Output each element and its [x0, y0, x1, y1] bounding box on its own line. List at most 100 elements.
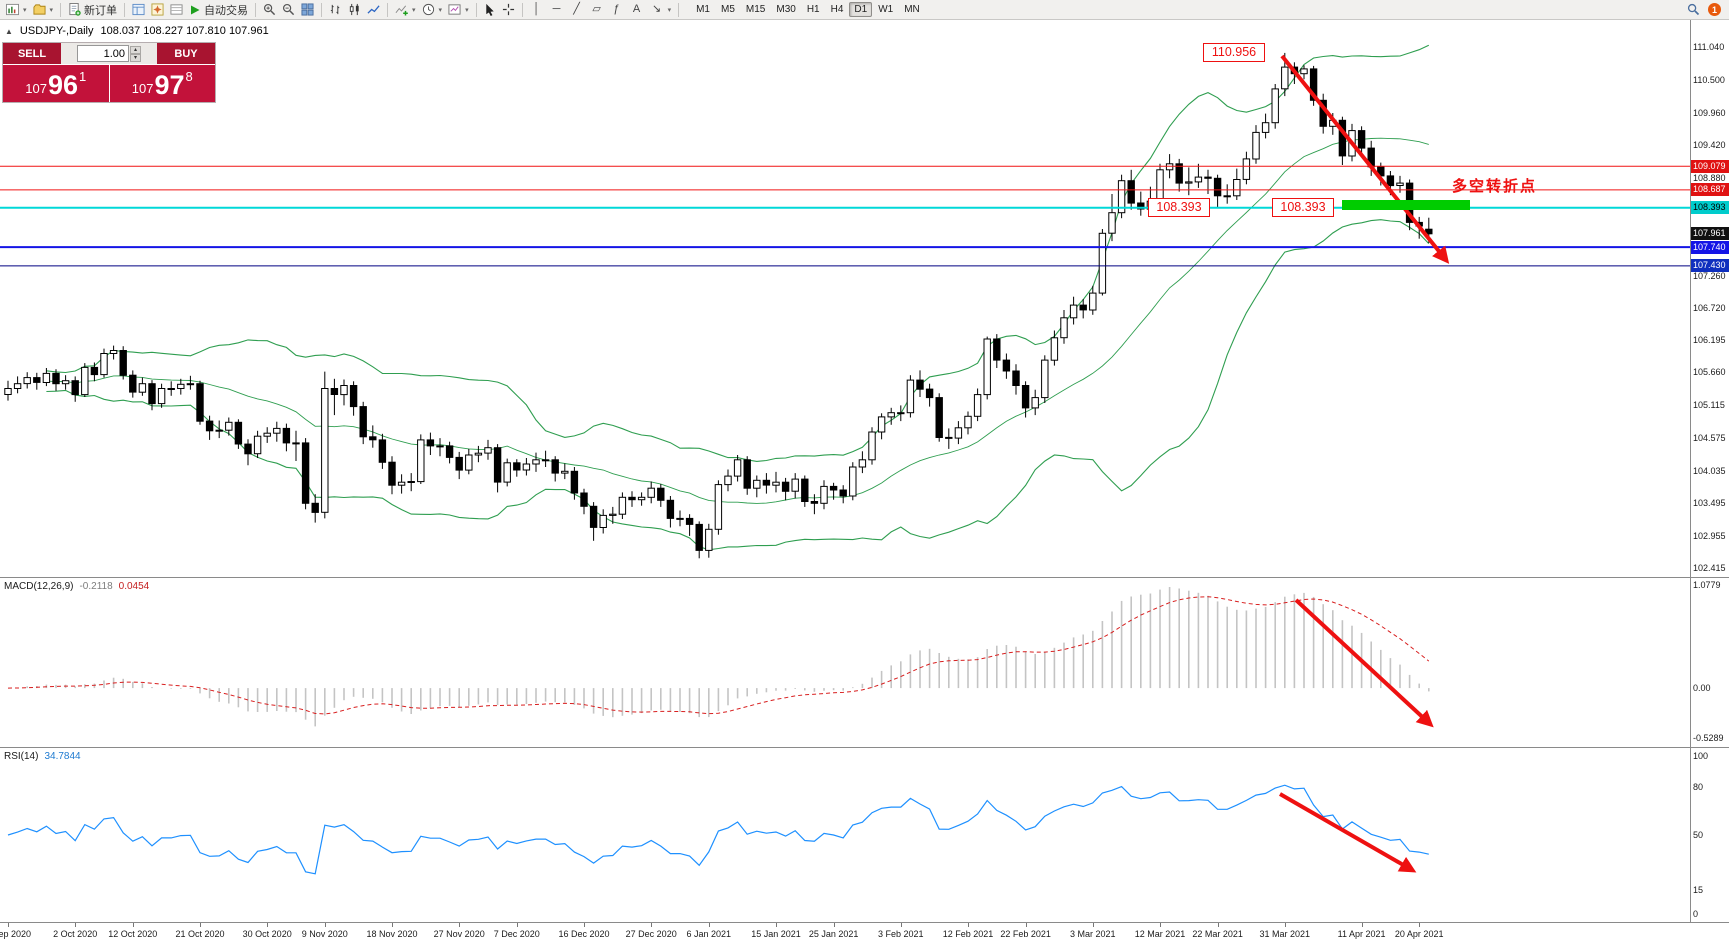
candlestick-chart-icon	[348, 3, 361, 16]
line-chart-button[interactable]	[364, 1, 383, 19]
volume-decrease-button[interactable]: ▾	[130, 53, 141, 62]
templates-icon	[448, 3, 461, 16]
ask-pipette: 8	[185, 69, 193, 84]
time-axis-tick	[392, 923, 393, 927]
navigator-compass-icon	[151, 3, 164, 16]
macd-panel-canvas[interactable]	[0, 578, 1690, 747]
timeframe-button-m15[interactable]: M15	[745, 4, 766, 15]
autotrade-button[interactable]: 自动交易	[186, 1, 251, 19]
bid-pipette: 1	[79, 69, 87, 84]
trendline-tool[interactable]: ╱	[567, 1, 587, 19]
notification-badge[interactable]: 1	[1708, 3, 1721, 16]
timeframe-toolbar: M1 M5 M15 M30 H1 H4 D1 W1 MN	[691, 2, 925, 17]
dropdown-caret-icon: ▾	[667, 6, 672, 14]
terminal-button[interactable]	[167, 1, 186, 19]
timeframe-button-w1[interactable]: W1	[878, 4, 894, 15]
timeframe-button-m5[interactable]: M5	[721, 4, 735, 15]
axis-grid-label: 107.260	[1693, 270, 1726, 281]
time-axis-label: 3 Sep 2020	[0, 929, 32, 939]
turning-point-note[interactable]: 多空转折点	[1452, 178, 1538, 195]
dropdown-caret-icon: ▾	[49, 6, 54, 14]
market-watch-button[interactable]	[129, 1, 148, 19]
timeframe-button-m30[interactable]: M30	[776, 4, 796, 15]
macd-name: MACD(12,26,9)	[4, 581, 74, 592]
timeframe-button-m1[interactable]: M1	[696, 4, 710, 15]
timeframe-button-h1[interactable]: H1	[806, 4, 820, 15]
ask-price[interactable]: 107 97 8	[109, 65, 215, 102]
macd-main-value: -0.2118	[79, 581, 113, 592]
panel-divider[interactable]	[0, 747, 1729, 748]
time-axis-tick	[968, 923, 969, 927]
cursor-button[interactable]	[481, 1, 499, 19]
text-tool[interactable]: A	[627, 1, 647, 19]
fibonacci-tool[interactable]: ƒ	[607, 1, 627, 19]
indicators-icon	[395, 3, 408, 16]
arrows-tool[interactable]: ↘ ▾	[647, 1, 675, 19]
macd-axis[interactable]: 1.0779 0.00 -0.5289	[1690, 578, 1729, 747]
buy-button[interactable]: BUY	[157, 43, 215, 64]
timeframe-button-d1[interactable]: D1	[849, 2, 873, 17]
search-button[interactable]	[1684, 1, 1703, 19]
symbol-period-label: USDJPY-,Daily	[19, 25, 94, 37]
volume-input[interactable]	[77, 45, 129, 62]
time-axis-label: 27 Dec 2020	[625, 929, 677, 939]
level-price-annotation-left[interactable]: 108.393	[1148, 198, 1210, 217]
channel-icon: ▱	[592, 3, 601, 15]
panel-divider[interactable]	[0, 577, 1729, 578]
new-order-button[interactable]: 新订单	[65, 1, 120, 19]
axis-grid-label: 104.575	[1693, 432, 1726, 443]
oneclick-collapse-arrow[interactable]: ▲	[5, 26, 13, 36]
timeframe-button-mn[interactable]: MN	[904, 4, 920, 15]
zoom-out-button[interactable]	[279, 1, 298, 19]
axis-grid-label: 103.495	[1693, 498, 1726, 509]
axis-grid-label: 1.0779	[1693, 580, 1721, 591]
volume-spinner: ▴ ▾	[130, 45, 141, 62]
level-price-annotation-right[interactable]: 108.393	[1272, 198, 1334, 217]
timeframe-button-h4[interactable]: H4	[830, 4, 844, 15]
main-chart-canvas[interactable]	[0, 20, 1690, 577]
price-tag-label: 108.393	[1691, 201, 1729, 215]
crosshair-icon	[502, 3, 515, 16]
time-axis-tick	[1361, 923, 1363, 927]
time-axis-label: 15 Jan 2021	[751, 929, 801, 939]
time-axis[interactable]: 3 Sep 2020 2 Oct 2020 12 Oct 2020 21 Oct 20…	[0, 923, 1729, 945]
sell-button[interactable]: SELL	[3, 43, 61, 64]
time-axis-label: 22 Feb 2021	[1000, 929, 1051, 939]
tile-windows-button[interactable]	[298, 1, 317, 19]
time-axis-label: 21 Oct 2020	[175, 929, 225, 939]
axis-grid-label: 100	[1693, 750, 1709, 761]
profiles-folder-icon	[32, 3, 46, 16]
time-axis-tick	[1092, 923, 1094, 927]
autotrade-play-icon	[189, 4, 201, 16]
vertical-line-tool[interactable]: │	[527, 1, 547, 19]
time-axis-label: 12 Feb 2021	[942, 929, 994, 939]
bid-price[interactable]: 107 96 1	[3, 65, 110, 102]
templates-button[interactable]: ▾	[445, 1, 472, 19]
volume-area: ▴ ▾	[61, 43, 157, 64]
channel-tool[interactable]: ▱	[587, 1, 607, 19]
crosshair-button[interactable]	[499, 1, 518, 19]
peak-price-annotation[interactable]: 110.956	[1203, 43, 1265, 62]
profiles-button[interactable]: ▾	[30, 1, 57, 19]
time-axis-tick	[75, 923, 77, 927]
navigator-button[interactable]	[148, 1, 167, 19]
periods-button[interactable]: ▾	[419, 1, 446, 19]
ask-prefix: 107	[131, 81, 154, 96]
candlestick-chart-button[interactable]	[345, 1, 364, 19]
dropdown-caret-icon: ▾	[465, 6, 469, 14]
axis-grid-label: 50	[1693, 829, 1704, 840]
support-highlight-bar[interactable]	[1342, 200, 1470, 210]
indicators-button[interactable]: ▾	[392, 1, 419, 19]
rsi-axis[interactable]: 100 80 50 15 0	[1690, 748, 1729, 922]
volume-increase-button[interactable]: ▴	[130, 45, 141, 54]
new-chart-button[interactable]: ▾	[3, 1, 30, 19]
horizontal-line-tool[interactable]: ─	[547, 1, 567, 19]
bar-chart-button[interactable]	[326, 1, 345, 19]
rsi-panel-canvas[interactable]	[0, 748, 1690, 922]
price-tag-label: 107.961	[1691, 227, 1729, 241]
time-axis-tick	[8, 923, 9, 927]
zoom-in-button[interactable]	[260, 1, 279, 19]
time-axis-label: 20 Apr 2021	[1394, 929, 1444, 939]
time-axis-tick	[1160, 923, 1161, 927]
price-axis[interactable]: 111.040 110.500 109.960 109.420 108.880 107.2…	[1690, 20, 1729, 577]
